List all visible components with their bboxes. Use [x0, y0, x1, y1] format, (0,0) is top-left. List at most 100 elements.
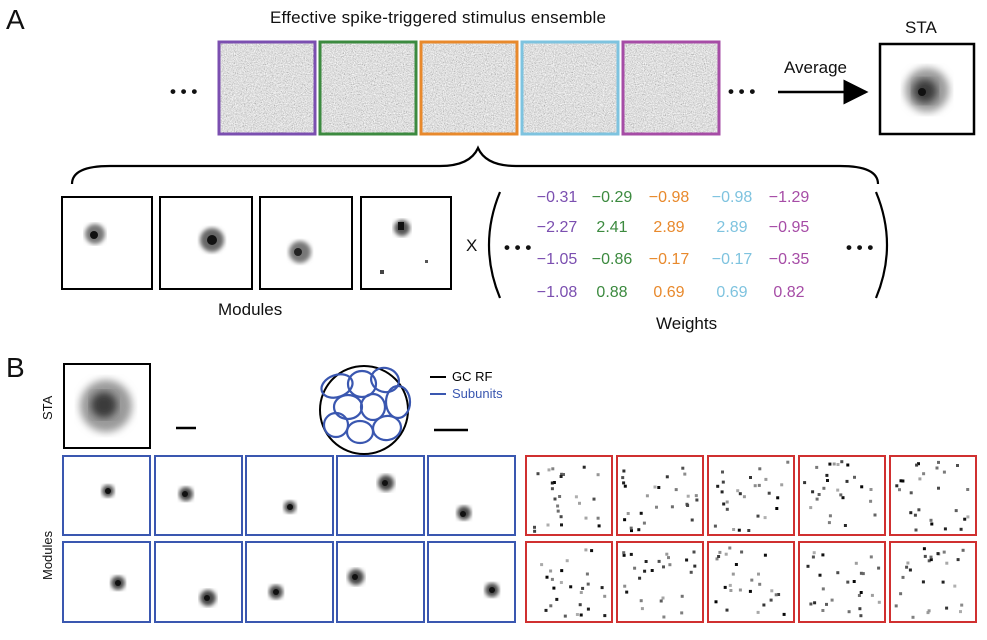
noise-speckle: [841, 496, 845, 500]
weight-r1-c4: −0.98: [711, 189, 753, 206]
noise-speckle: [906, 561, 910, 565]
noise-speckle: [854, 561, 858, 565]
noise-speckle: [846, 463, 850, 467]
noise-speckle: [753, 484, 757, 488]
noise-speckle: [724, 552, 728, 556]
rf-subunit-diagram: [319, 365, 412, 455]
noise-speckle: [822, 486, 826, 490]
noise-speckle: [959, 610, 962, 614]
weight-r3-c1: −1.05: [536, 251, 578, 268]
noise-speckle: [626, 512, 630, 515]
noise-speckle: [597, 524, 601, 528]
noise-speckle: [694, 494, 698, 498]
noise-speckle: [929, 558, 933, 562]
matrix-ellipsis-right: • • •: [846, 238, 874, 257]
right-paren: [874, 191, 889, 299]
noise-speckle: [562, 473, 565, 476]
noise-speckle: [692, 550, 696, 554]
noise-speckle: [917, 462, 920, 466]
noise-speckle: [680, 594, 684, 598]
noise-speckle: [918, 477, 922, 481]
noise-speckle: [578, 603, 582, 607]
noise-speckle: [560, 472, 564, 476]
noise-speckle: [811, 490, 815, 494]
noise-speckle: [845, 479, 849, 483]
noise-speckle: [556, 504, 560, 508]
noise-speckle: [922, 472, 926, 476]
noise-speckle: [909, 511, 913, 515]
noise-speckle: [686, 504, 690, 507]
average-label: Average: [784, 58, 848, 77]
noise-speckle: [809, 602, 813, 606]
noise-speckle: [860, 485, 864, 489]
noise-speckle: [555, 597, 559, 601]
weight-r2-c2: 2.41: [596, 219, 628, 236]
noise-speckle: [665, 552, 669, 556]
noise-speckle: [725, 507, 729, 511]
noise-speckle: [929, 555, 933, 559]
noise-speckle: [750, 578, 754, 582]
noise-speckle: [917, 508, 921, 512]
noise-speckle: [653, 485, 657, 489]
noise-speckle: [623, 584, 627, 588]
noise-speckle: [959, 527, 963, 531]
noise-speckle: [734, 563, 738, 566]
noise-speckle: [575, 613, 579, 616]
noise-speckle: [747, 529, 751, 532]
noise-speckle: [550, 487, 554, 491]
noise-speckle: [586, 607, 590, 611]
noise-speckle: [811, 555, 815, 559]
legend-gc-rf: GC RF: [452, 369, 493, 384]
noise-speckle: [945, 561, 949, 565]
noise-speckle: [815, 497, 819, 501]
weight-r1-c1: −0.31: [536, 189, 578, 206]
noise-speckle: [622, 551, 626, 555]
times-symbol: X: [466, 236, 478, 255]
noise-speckle: [603, 594, 607, 598]
noise-speckle: [668, 563, 672, 567]
noise-speckle: [826, 479, 829, 482]
noise-speckle: [645, 494, 649, 498]
weight-r2-c4: 2.89: [716, 219, 748, 236]
noise-speckle: [859, 591, 863, 594]
noise-speckle: [559, 515, 563, 519]
noise-speckle: [806, 564, 810, 568]
stimulus-frame-3-border: [419, 40, 519, 136]
gc-rf-circle: [319, 365, 409, 455]
noise-speckle: [560, 569, 564, 573]
noise-speckle: [861, 572, 865, 576]
noise-speckle: [786, 460, 790, 464]
noise-speckle: [847, 610, 851, 614]
noise-speckle: [839, 493, 843, 497]
noise-speckle: [738, 588, 742, 592]
noise-speckle: [821, 609, 825, 612]
weight-r3-c4: −0.17: [711, 251, 753, 268]
noise-speckle: [582, 465, 586, 469]
matrix-ellipsis-left: • • •: [504, 238, 532, 257]
noise-speckle: [953, 584, 957, 588]
noise-speckle: [629, 552, 633, 556]
noise-speckle: [729, 589, 733, 592]
noise-speckle: [662, 565, 665, 569]
noise-speckle: [584, 516, 588, 520]
noise-speckle: [764, 477, 768, 481]
noise-speckle: [533, 529, 537, 533]
noise-speckle: [901, 479, 905, 483]
sta-image-b: [63, 363, 151, 449]
noise-speckle: [623, 518, 627, 522]
noise-speckle: [935, 466, 939, 470]
noise-speckle: [857, 594, 861, 597]
noise-speckle: [909, 491, 913, 495]
noise-speckle: [681, 466, 685, 470]
noise-speckle: [954, 509, 958, 513]
noise-speckle: [723, 585, 727, 589]
noise-speckle: [817, 493, 821, 496]
noise-speckle: [738, 492, 742, 496]
noise-speckle: [901, 575, 905, 579]
noise-speckle: [927, 559, 931, 563]
weight-r4-c3: 0.69: [653, 284, 685, 301]
noise-speckle: [780, 483, 784, 487]
noise-speckle: [639, 511, 643, 515]
stimulus-frame-2: [320, 42, 416, 134]
